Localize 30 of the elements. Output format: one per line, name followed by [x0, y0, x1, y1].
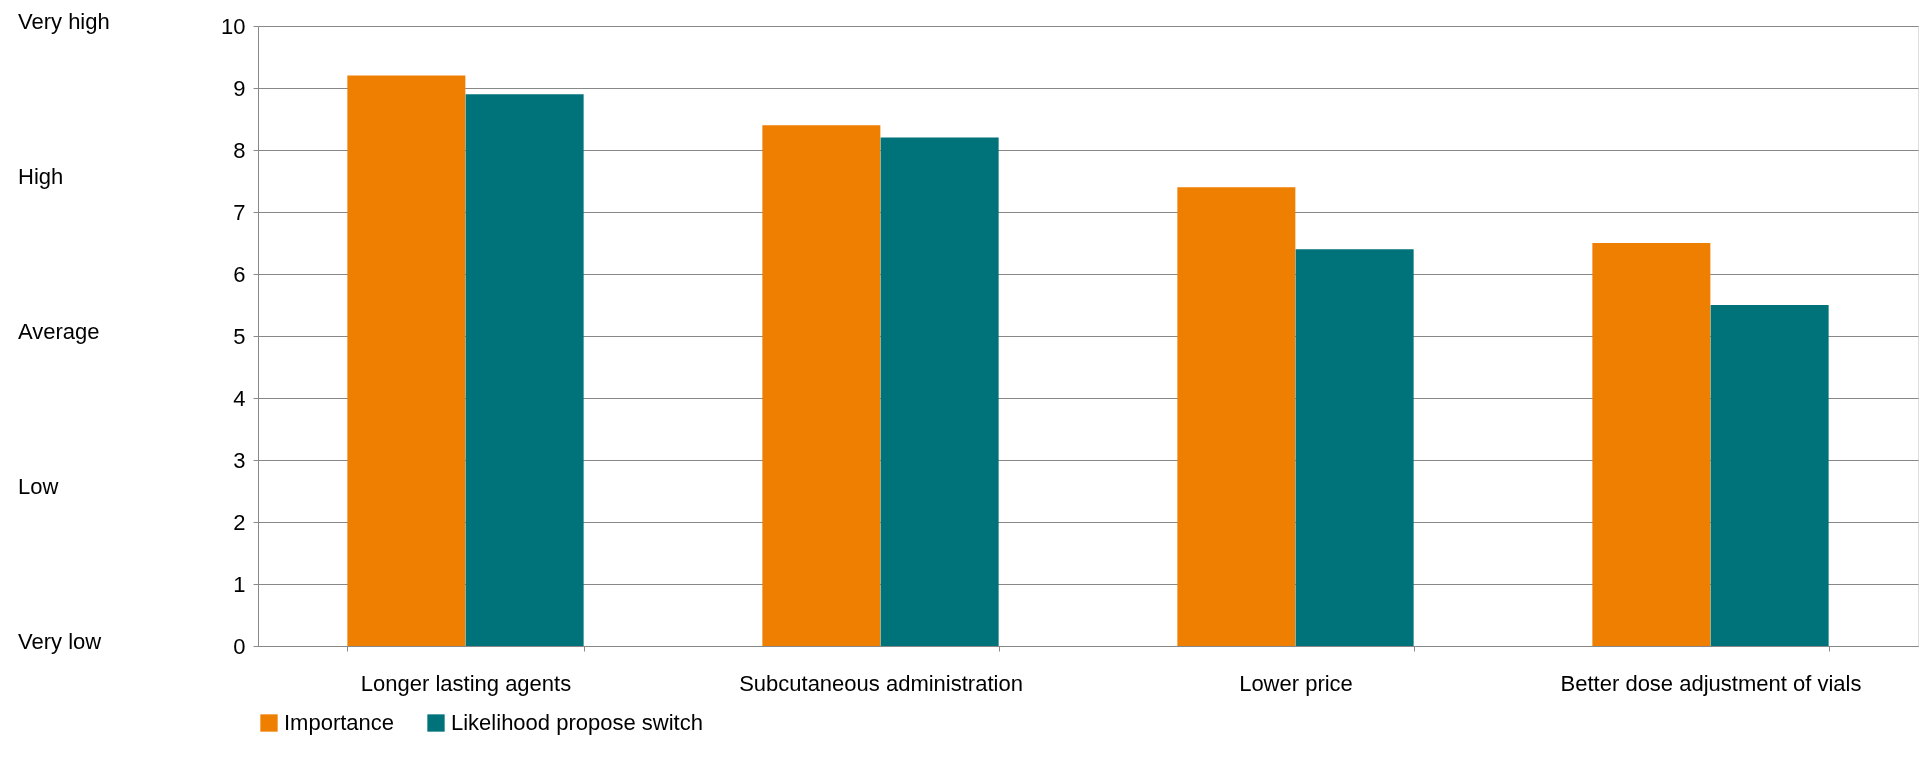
y-tick-label: 10 — [221, 13, 246, 39]
legend-label: Likelihood propose switch — [451, 710, 703, 735]
bar — [880, 137, 999, 646]
bar — [1592, 243, 1711, 646]
y-tick-label: 1 — [233, 571, 246, 597]
bar — [762, 125, 881, 646]
y-tick-label: 0 — [233, 633, 246, 659]
text: High — [18, 164, 64, 189]
y-tick-label: 5 — [233, 323, 246, 349]
bar — [1295, 249, 1414, 646]
text: Very low — [18, 629, 102, 654]
y-tick-label: 9 — [233, 75, 246, 101]
text: Low — [18, 474, 59, 499]
text: Very high — [18, 9, 110, 34]
text: Average — [18, 319, 100, 344]
bar — [347, 75, 466, 646]
x-tick-label: Lower price — [1239, 670, 1353, 696]
y-tick-label: 8 — [233, 137, 246, 163]
bar — [1177, 187, 1296, 646]
y-tick-label: 6 — [233, 261, 246, 287]
x-tick-label: Longer lasting agents — [360, 670, 572, 696]
bar — [1710, 305, 1829, 646]
legend-label: Importance — [284, 710, 395, 735]
x-tick-label: Better dose adjustment of vials — [1560, 670, 1862, 696]
y-tick-label: 2 — [233, 509, 246, 535]
y-tick-label: 3 — [233, 447, 246, 473]
y-tick-label: 4 — [233, 385, 246, 411]
bar — [465, 94, 584, 646]
y-tick-label: 7 — [233, 199, 246, 225]
x-tick-label: Subcutaneous administration — [739, 670, 1023, 696]
